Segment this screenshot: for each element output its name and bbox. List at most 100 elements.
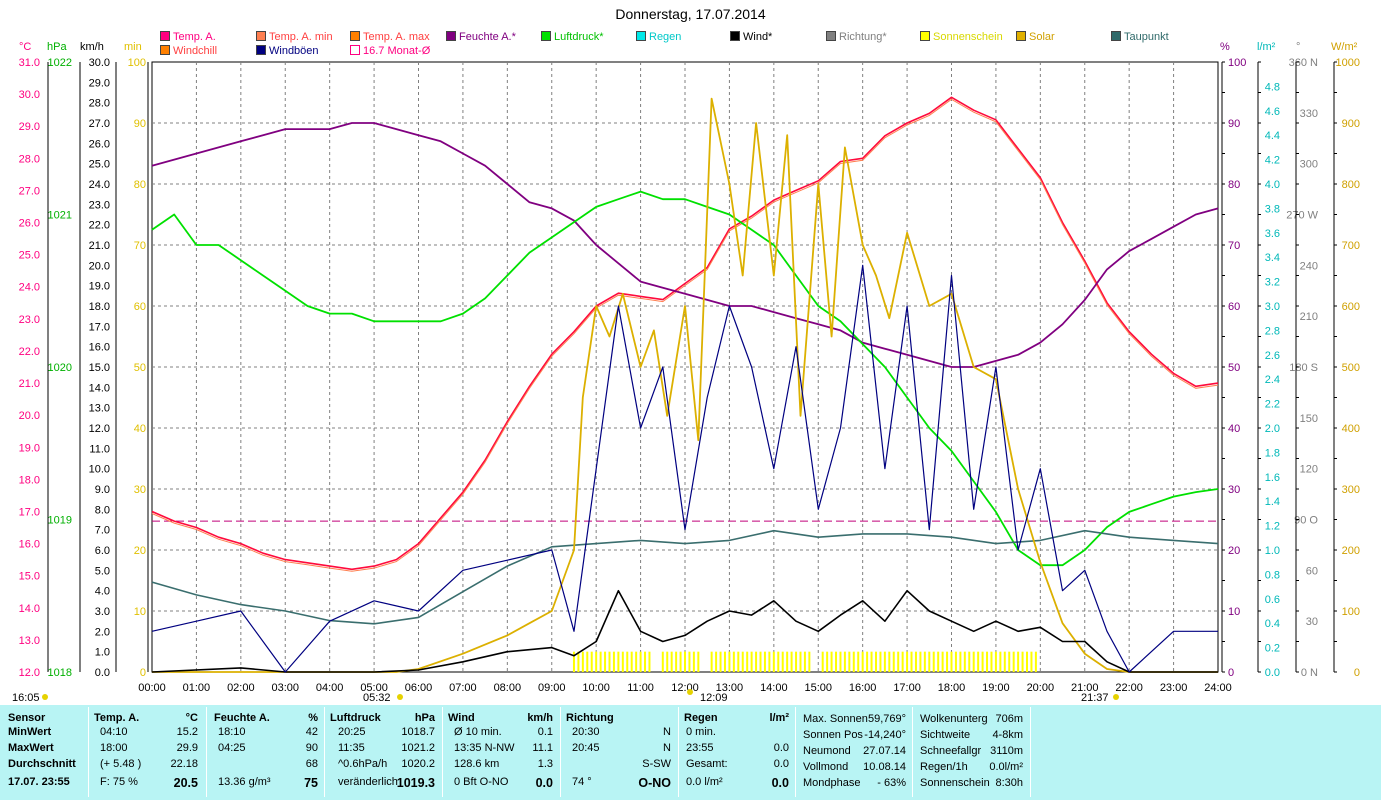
- tick-time: 07:00: [449, 682, 477, 694]
- temp-label: (+ 5.48 ): [100, 758, 142, 770]
- series-windben: [151, 264, 1218, 673]
- legend-label: Luftdruck*: [554, 31, 604, 43]
- sun-icon: [1113, 694, 1119, 700]
- tick-wind: 25.0: [89, 159, 110, 171]
- humidity-label: 04:25: [218, 742, 246, 754]
- unit-rain: l/m²: [1257, 41, 1276, 53]
- legend-label: Temp. A. max: [363, 31, 430, 43]
- wind-value: 1.3: [537, 758, 553, 770]
- unit-solar: W/m²: [1331, 41, 1358, 53]
- column-divider: [795, 707, 796, 797]
- legend-item: Windböen: [256, 45, 319, 57]
- wind-value: 0.1: [537, 726, 553, 738]
- tick-direction: 270 W: [1286, 210, 1318, 222]
- tick-time: 18:00: [938, 682, 966, 694]
- legend-item: Wind*: [730, 31, 772, 43]
- tick-direction: 90 O: [1294, 515, 1318, 527]
- humidity-label: 13.36 g/m³: [218, 776, 271, 788]
- tick-humidity: 50: [1228, 362, 1240, 374]
- tick-solar: 0: [1354, 667, 1360, 679]
- tick-rain: 0.2: [1265, 643, 1280, 655]
- pressure-unit: hPa: [414, 712, 435, 724]
- humidity-value: 68: [305, 758, 318, 770]
- sun-marker-label: 12:09: [700, 692, 728, 704]
- tick-time: 06:00: [405, 682, 433, 694]
- temp-header: Temp. A.: [94, 712, 140, 724]
- temp-label: 18:00: [100, 742, 128, 754]
- tick-solar: 1000: [1336, 57, 1360, 69]
- series-wind: [151, 589, 1218, 673]
- wind-value: 11.1: [532, 742, 553, 754]
- tick-humidity: 10: [1228, 606, 1240, 618]
- column-divider: [912, 707, 913, 797]
- legend-item: Richtung*: [826, 31, 887, 43]
- legend-swatch: [1111, 31, 1121, 41]
- unit-min: min: [124, 41, 142, 53]
- tick-humidity: 0: [1228, 667, 1234, 679]
- tick-direction: 150: [1300, 413, 1318, 425]
- tick-rain: 2.8: [1265, 325, 1280, 337]
- tick-wind: 4.0: [95, 586, 110, 598]
- legend-swatch: [636, 31, 646, 41]
- tick-time: 11:00: [627, 682, 654, 694]
- tick-humidity: 80: [1228, 179, 1240, 191]
- tick-direction: 0 N: [1301, 667, 1318, 679]
- astro-label: Max. Sonnen: [803, 713, 868, 725]
- direction-header: Richtung: [566, 712, 614, 724]
- tick-wind: 3.0: [95, 606, 110, 618]
- pressure-label: ^0.6hPa/h: [338, 758, 388, 770]
- tick-pressure: 1020: [48, 362, 72, 374]
- tick-rain: 0.6: [1265, 594, 1280, 606]
- column-divider: [88, 707, 89, 797]
- rain-label: 0 min.: [686, 726, 716, 738]
- tick-wind: 5.0: [95, 565, 110, 577]
- tick-humidity: 60: [1228, 301, 1240, 313]
- wind-label: 13:35 N-NW: [454, 742, 515, 754]
- tick-direction: 240: [1300, 260, 1318, 272]
- tick-min: 40: [134, 423, 146, 435]
- tick-rain: 3.6: [1265, 228, 1280, 240]
- pressure-value: 1019.3: [396, 776, 435, 790]
- sensor-label: Durchschnitt: [8, 758, 76, 770]
- astro-label: Vollmond: [803, 761, 849, 773]
- tick-time: 04:00: [316, 682, 344, 694]
- tick-time: 17:00: [893, 682, 921, 694]
- tick-rain: 4.6: [1265, 106, 1280, 118]
- sensor-label: MinWert: [8, 726, 52, 738]
- tick-rain: 0.4: [1265, 618, 1280, 630]
- legend-item: Temp. A. min: [256, 31, 333, 43]
- legend-item: Solar: [1016, 31, 1055, 43]
- column-divider: [1030, 707, 1031, 797]
- column-divider: [442, 707, 443, 797]
- sun-marker-label: 21:37: [1081, 692, 1109, 704]
- tick-time: 24:00: [1204, 682, 1232, 694]
- legend-label: 16.7 Monat-Ø: [363, 45, 431, 57]
- tick-solar: 900: [1342, 118, 1360, 130]
- tick-wind: 27.0: [89, 118, 110, 130]
- sun-marker-label: 05:32: [363, 692, 391, 704]
- legend-label: Windböen: [269, 45, 319, 57]
- legend-item: Sonnenschein: [920, 31, 1003, 43]
- tick-time: 20:00: [1027, 682, 1055, 694]
- legend-swatch: [826, 31, 836, 41]
- sensor-header: Sensor: [8, 712, 46, 724]
- legend-swatch: [350, 45, 360, 55]
- sun-icon: [397, 694, 403, 700]
- tick-time: 22:00: [1115, 682, 1143, 694]
- tick-rain: 2.4: [1265, 374, 1280, 386]
- tick-rain: 0.8: [1265, 569, 1280, 581]
- unit-humidity: %: [1220, 41, 1230, 53]
- tick-rain: 4.2: [1265, 155, 1280, 167]
- tick-wind: 21.0: [89, 240, 110, 252]
- legend-swatch: [350, 31, 360, 41]
- tick-wind: 20.0: [89, 260, 110, 272]
- series-temp-max: [151, 98, 1219, 572]
- rain-header: Regen: [684, 712, 718, 724]
- tick-min: 60: [134, 301, 146, 313]
- tick-solar: 300: [1342, 484, 1360, 496]
- tick-time: 00:00: [138, 682, 166, 694]
- tick-rain: 1.4: [1265, 496, 1280, 508]
- tick-wind: 26.0: [89, 138, 110, 150]
- temp-value: 20.5: [173, 776, 198, 790]
- astro-label: Neumond: [803, 745, 851, 757]
